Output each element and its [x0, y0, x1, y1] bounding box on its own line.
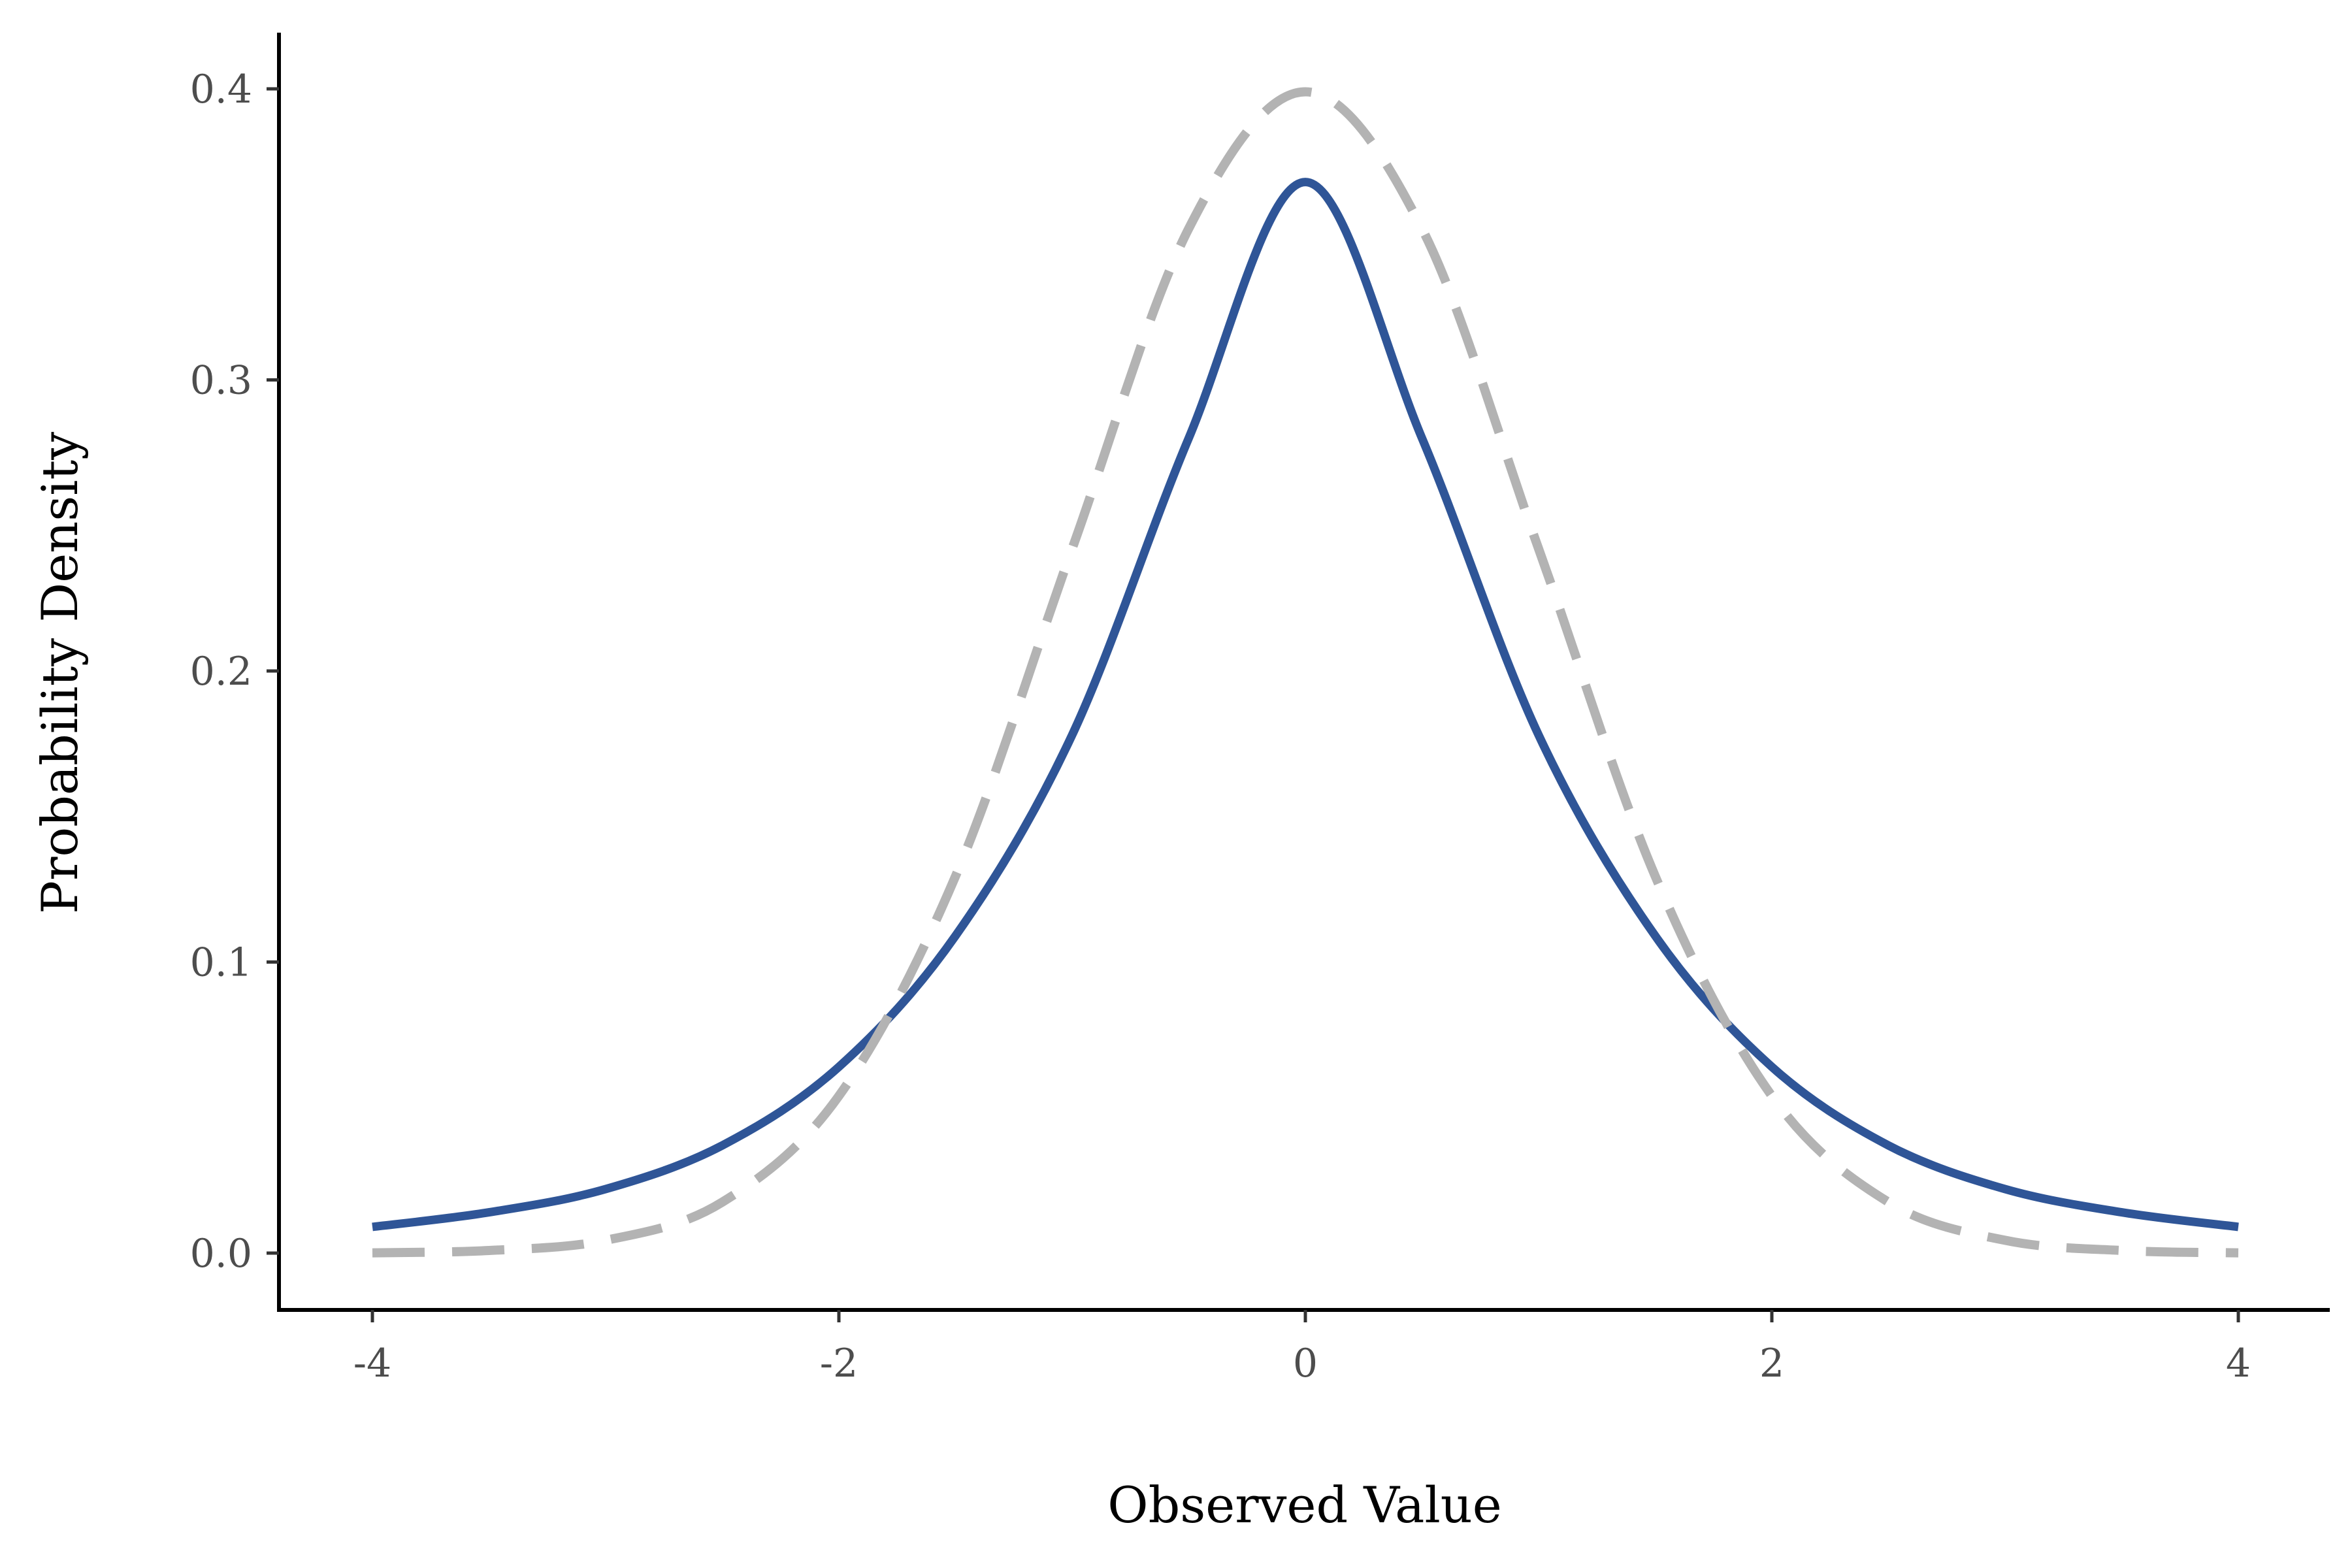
x-axis-title: Observed Value — [1107, 1476, 1501, 1534]
y-ticks: 0.0 0.1 0.2 0.3 0.4 — [190, 67, 279, 1277]
y-axis-title: Probability Density — [31, 432, 89, 914]
x-tick-label: -4 — [353, 1341, 391, 1386]
y-tick-label: 0.3 — [190, 358, 252, 404]
dashed-density-line — [372, 87, 2239, 1258]
y-tick-label: 0.1 — [190, 940, 252, 986]
series-layer — [372, 87, 2239, 1258]
x-ticks: -4 -2 0 2 4 — [353, 1310, 2251, 1386]
y-tick-label: 0.2 — [190, 649, 252, 694]
x-tick-label: 4 — [2226, 1341, 2251, 1386]
solid-density-line — [372, 178, 2239, 1232]
x-tick-label: 0 — [1293, 1341, 1318, 1386]
y-tick-label: 0.0 — [190, 1231, 252, 1277]
x-tick-label: -2 — [820, 1341, 858, 1386]
x-tick-label: 2 — [1759, 1341, 1784, 1386]
y-tick-label: 0.4 — [190, 67, 252, 112]
